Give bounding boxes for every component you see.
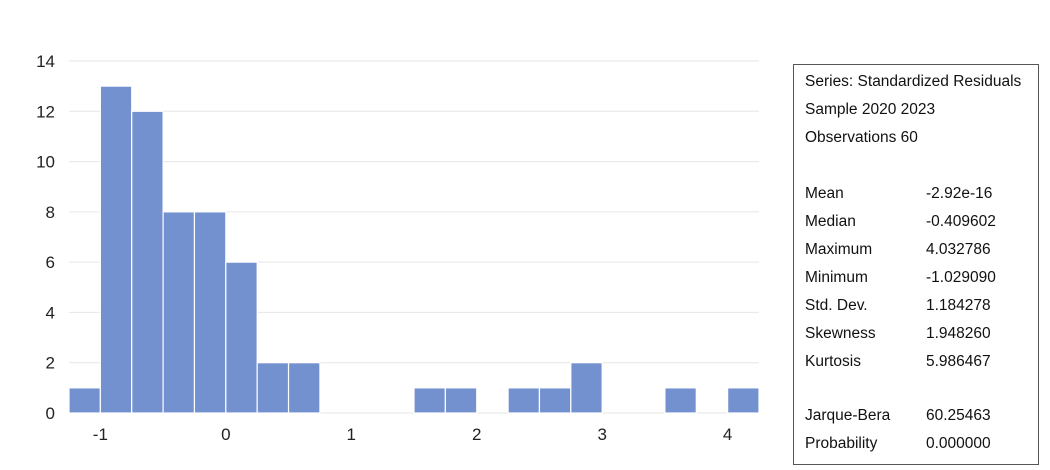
stat-value: -0.409602 <box>926 213 996 230</box>
y-tick-label: 8 <box>46 203 55 222</box>
histogram-bar <box>225 261 258 414</box>
stat-name: Minimum <box>805 269 868 286</box>
x-tick-label: 4 <box>723 425 732 444</box>
stat-name: Median <box>805 213 856 230</box>
observations-label: Observations 60 <box>805 129 918 146</box>
histogram-bar <box>162 211 196 414</box>
histogram-bars <box>68 85 760 414</box>
x-tick-label: 1 <box>347 425 356 444</box>
stat-value: 60.25463 <box>926 407 991 424</box>
sample-label: Sample 2020 2023 <box>805 101 936 118</box>
statistics-box: Series: Standardized Residuals Sample 20… <box>793 64 1039 465</box>
y-tick-label: 10 <box>36 153 55 172</box>
histogram-bar <box>99 85 133 414</box>
y-tick-label: 0 <box>46 404 55 423</box>
x-tick-label: 3 <box>597 425 606 444</box>
stat-name: Kurtosis <box>805 353 861 370</box>
histogram-bar <box>68 387 101 414</box>
histogram-bar <box>538 387 572 414</box>
x-tick-label: 2 <box>472 425 481 444</box>
x-axis-ticks: -1 0 1 2 3 4 <box>93 425 733 444</box>
stat-row-probability: Probability 0.000000 <box>805 435 1031 459</box>
histogram-bar <box>444 387 478 414</box>
y-tick-label: 12 <box>36 102 55 121</box>
stat-row-minimum: Minimum -1.029090 <box>805 269 1031 293</box>
stat-row-maximum: Maximum 4.032786 <box>805 241 1031 265</box>
stat-name: Jarque-Bera <box>805 407 891 424</box>
stat-name: Probability <box>805 435 878 452</box>
y-tick-label: 4 <box>46 303 55 322</box>
stat-value: 0.000000 <box>926 435 991 452</box>
histogram-bar <box>507 387 541 414</box>
stat-row-skewness: Skewness 1.948260 <box>805 325 1031 349</box>
x-tick-label: -1 <box>93 425 108 444</box>
stat-value: 5.986467 <box>926 353 991 370</box>
y-tick-label: 14 <box>36 52 55 71</box>
stat-row-jarque-bera: Jarque-Bera 60.25463 <box>805 407 1031 431</box>
histogram-bar <box>664 387 697 414</box>
stat-name: Skewness <box>805 325 876 342</box>
y-tick-label: 2 <box>46 354 55 373</box>
histogram-bar <box>287 362 321 414</box>
stat-name: Std. Dev. <box>805 297 868 314</box>
series-label: Series: Standardized Residuals <box>805 73 1022 90</box>
y-tick-label: 6 <box>46 253 55 272</box>
stat-value: -2.92e-16 <box>926 185 993 202</box>
stat-row-std-dev: Std. Dev. 1.184278 <box>805 297 1031 321</box>
y-axis-ticks: 0 2 4 6 8 10 12 14 <box>36 52 55 423</box>
stat-name: Mean <box>805 185 844 202</box>
stat-value: 1.184278 <box>926 297 991 314</box>
histogram-bar <box>131 110 164 414</box>
x-tick-label: 0 <box>221 425 230 444</box>
stat-row-kurtosis: Kurtosis 5.986467 <box>805 353 1031 377</box>
histogram-bar <box>570 362 603 414</box>
stat-value: 4.032786 <box>926 241 991 258</box>
stat-value: -1.029090 <box>926 269 996 286</box>
stat-row-mean: Mean -2.92e-16 <box>805 185 1031 209</box>
stat-name: Maximum <box>805 241 873 258</box>
histogram-bar <box>413 387 446 414</box>
histogram-bar <box>727 387 760 414</box>
histogram-bar <box>193 211 227 414</box>
stat-row-median: Median -0.409602 <box>805 213 1031 237</box>
stat-value: 1.948260 <box>926 325 991 342</box>
histogram-bar <box>256 362 290 414</box>
